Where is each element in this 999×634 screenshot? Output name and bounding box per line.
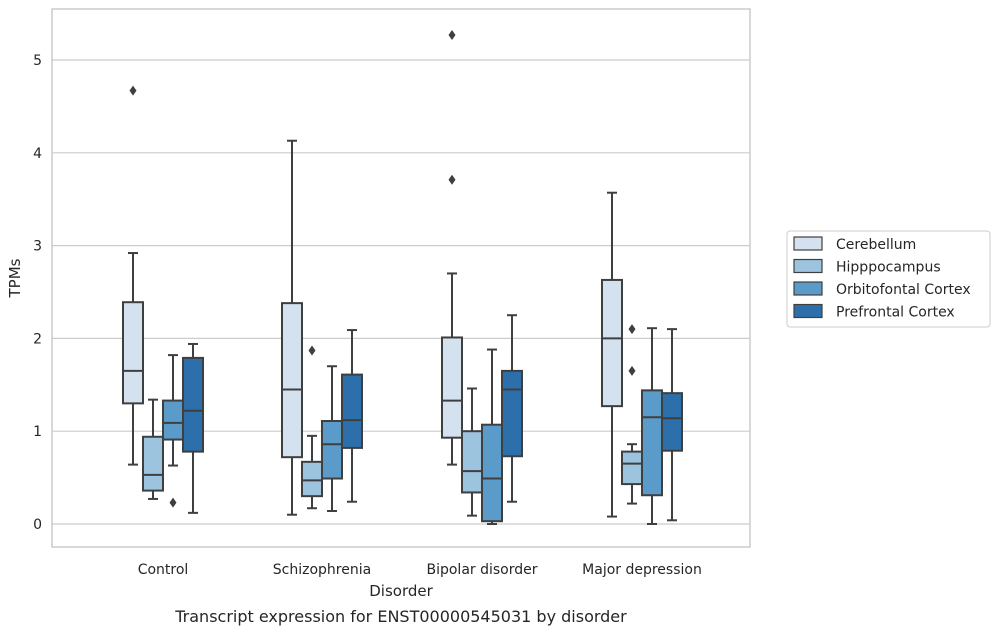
- box-body: [601, 278, 623, 408]
- box-body: [621, 450, 643, 486]
- legend-label: Orbitofontal Cortex: [836, 282, 971, 298]
- legend-swatch: [793, 236, 823, 251]
- x-tick-labels: Control Schizophrenia Bipolar disorder Majo…: [138, 562, 702, 578]
- x-tick-label: Control: [138, 562, 189, 578]
- chart-caption: Transcript expression for ENST0000054503…: [174, 607, 627, 626]
- box-body: [341, 373, 363, 449]
- y-tick-labels: 0 1 2 3 4 5: [33, 53, 42, 533]
- x-tick-label: Bipolar disorder: [426, 562, 537, 578]
- box-prefrontal-cortex: [501, 314, 523, 503]
- box-body: [122, 301, 144, 405]
- box-hipppocampus: [142, 398, 164, 500]
- box-body: [481, 423, 503, 523]
- legend-swatch: [793, 303, 823, 319]
- box-cerebellum: [281, 139, 303, 516]
- box-body: [501, 369, 523, 458]
- legend-swatch: [793, 258, 823, 274]
- box-body: [142, 435, 164, 492]
- x-axis-label: Disorder: [369, 582, 433, 600]
- y-tick-label: 4: [33, 146, 42, 162]
- box-orbitofontal-cortex: [321, 365, 343, 513]
- box-body: [182, 356, 204, 453]
- box-prefrontal-cortex: [182, 342, 204, 514]
- box-orbitofontal-cortex: [481, 348, 503, 525]
- outlier-point: [628, 324, 636, 335]
- box-body: [661, 392, 683, 452]
- outlier-point: [448, 29, 456, 40]
- x-tick-label: Schizophrenia: [273, 562, 371, 578]
- box-body: [321, 419, 343, 480]
- box-cerebellum: [601, 191, 623, 518]
- box-body: [441, 336, 463, 439]
- y-axis-label: TPMs: [6, 258, 24, 298]
- box-body: [281, 302, 303, 459]
- legend-frame: [786, 230, 991, 328]
- outlier-point: [628, 365, 636, 376]
- x-tick-label: Major depression: [582, 562, 702, 578]
- y-tick-label: 1: [33, 424, 42, 440]
- boxes-layer: [122, 29, 683, 525]
- y-tick-label: 2: [33, 331, 42, 347]
- box-body: [162, 399, 184, 441]
- outlier-point: [169, 497, 177, 508]
- outlier-point: [448, 174, 456, 185]
- box-prefrontal-cortex: [661, 328, 683, 522]
- box-cerebellum: [441, 29, 463, 466]
- box-cerebellum: [122, 85, 144, 466]
- y-tick-label: 0: [33, 517, 42, 533]
- outlier-point: [129, 85, 137, 96]
- legend-label: Hipppocampus: [836, 260, 941, 276]
- box-body: [641, 389, 663, 497]
- outlier-point: [308, 345, 316, 356]
- legend-label: Prefrontal Cortex: [836, 305, 955, 321]
- legend-label: Cerebellum: [836, 237, 916, 253]
- legend-swatch: [793, 281, 823, 296]
- box-body: [461, 430, 483, 494]
- y-tick-label: 3: [33, 239, 42, 255]
- legend: Cerebellum Hipppocampus Orbitofontal Corte…: [786, 230, 991, 328]
- box-hipppocampus: [301, 345, 323, 510]
- y-tick-label: 5: [33, 53, 42, 69]
- box-body: [301, 460, 323, 498]
- box-prefrontal-cortex: [341, 329, 363, 503]
